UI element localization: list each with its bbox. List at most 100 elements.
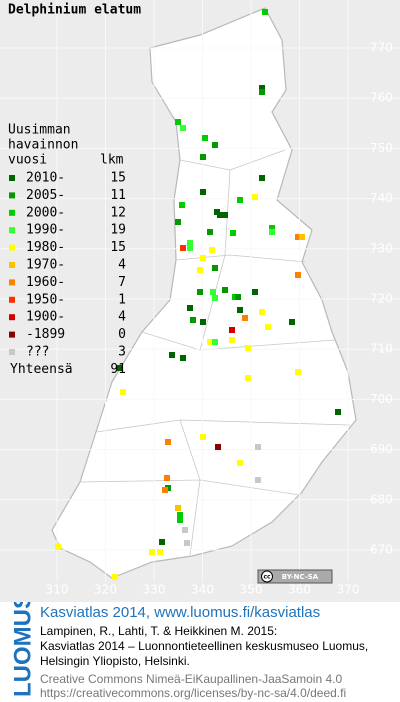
legend-swatch [9,349,15,355]
y-tick-label: 740 [370,191,393,205]
observation [200,319,206,325]
observation [165,439,171,445]
x-tick-label: 360 [288,583,311,597]
observation [259,85,265,91]
legend-heading: havainnon [8,138,78,153]
legend-label: 1950- [26,292,65,307]
observation [197,289,203,295]
legend-label: -1899 [26,327,65,342]
legend-heading: vuosi [8,153,47,168]
legend-count: 0 [118,327,126,342]
observation [177,517,183,523]
observation [177,512,183,518]
y-tick-label: 760 [370,91,393,105]
observation [162,487,168,493]
legend-swatch [9,296,15,303]
y-tick-label: 690 [370,442,393,456]
map-title: Delphinium elatum [8,3,141,18]
observation [252,194,258,200]
observation [212,295,218,301]
x-tick-label: 350 [240,583,263,597]
observation [230,230,236,236]
legend-count: 3 [118,345,126,360]
observation [212,142,218,148]
headline: Kasviatlas 2014, www.luomus.fi/kasviatla… [40,604,321,621]
observation [237,197,243,203]
y-tick-label: 710 [370,342,393,356]
observation [200,434,206,440]
legend-count: 4 [118,258,126,273]
observation [180,355,186,361]
observation [169,352,175,358]
observation [295,369,301,375]
observation [215,444,221,450]
legend-label: ??? [26,345,49,360]
legend-swatch [9,331,15,338]
badge-box [257,569,333,584]
finland-outline [51,7,357,579]
legend-swatch [9,192,15,199]
observation [159,539,165,545]
cc-text: cc [263,574,271,581]
legend-count: 4 [118,310,126,325]
observation [180,245,186,251]
license-line: Creative Commons Nimeä-EiKaupallinen-Jaa… [40,672,343,686]
citation-line: Helsingin Yliopisto, Helsinki. [40,654,190,668]
cc-icon [261,570,273,583]
observation [157,549,163,555]
legend-swatch [9,209,15,216]
observation [269,229,275,235]
observation [222,287,228,293]
legend-swatch [9,279,15,286]
observation [184,540,190,546]
observation [265,324,271,330]
legend-count: 19 [110,223,126,238]
legend-label: 1990- [26,223,65,238]
observation [182,527,188,533]
observation [255,477,261,483]
badge-license: BY-NC-SA [282,573,319,581]
license-line: https://creativecommons.org/licenses/by-… [40,686,347,700]
legend-heading: Uusimman [8,123,71,138]
y-tick-label: 720 [370,292,393,306]
observation [255,444,261,450]
observation [242,315,248,321]
observation [295,272,301,278]
observation [187,240,193,246]
luomus-logo: LUOMUS [9,602,34,697]
x-tick-label: 340 [191,583,214,597]
observation [237,460,243,466]
observation [262,9,268,15]
license-badge: cc BY-NC-SA [257,569,333,584]
legend-label: 1960- [26,275,65,290]
observation [259,175,265,181]
y-tick-label: 670 [370,543,393,557]
footer: LUOMUS Kasviatlas 2014, www.luomus.fi/ka… [0,602,400,702]
observation [200,189,206,195]
observation [200,154,206,160]
legend-swatch [9,262,15,268]
observation [120,389,126,395]
y-tick-label: 700 [370,392,393,406]
observation [245,375,251,381]
observation [202,135,208,141]
observation [55,544,61,550]
observation [299,234,305,240]
observation [200,255,206,261]
legend-count: 7 [118,275,126,290]
observation [245,345,251,351]
observation [117,365,123,371]
observation [175,219,181,225]
observation [212,339,218,345]
legend-swatch [9,227,15,234]
observation [112,574,118,580]
observation [197,267,203,273]
observation [210,289,216,295]
map: 310 320 330 340 350 360 3706706806907007107207… [0,0,400,602]
legend-swatch [9,244,15,251]
observation [187,245,193,251]
x-tick-label: 370 [337,583,360,597]
legend-label: 1980- [26,240,65,255]
legend-count: 11 [110,188,126,203]
legend-count: 15 [110,171,126,186]
